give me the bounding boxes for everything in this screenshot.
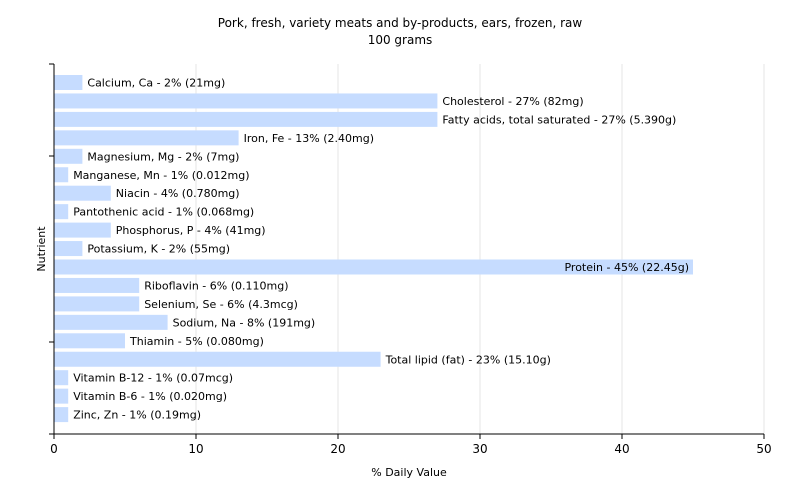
bar [54, 259, 693, 275]
y-axis-ticks [49, 63, 54, 435]
bar-label: Zinc, Zn - 1% (0.19mg) [73, 409, 201, 422]
x-tick-label: 50 [756, 442, 771, 456]
x-axis-ticks: 0 10 20 30 40 50 [50, 434, 772, 456]
bar-label: Calcium, Ca - 2% (21mg) [87, 77, 225, 90]
bar-label: Fatty acids, total saturated - 27% (5.39… [442, 113, 676, 126]
bar [54, 370, 69, 386]
bar-label: Magnesium, Mg - 2% (7mg) [87, 150, 239, 163]
bar-label: Selenium, Se - 6% (4.3mcg) [144, 298, 298, 311]
chart-subtitle: 100 grams [368, 33, 433, 47]
x-tick-label: 40 [614, 442, 629, 456]
bar-label: Pantothenic acid - 1% (0.068mg) [73, 206, 254, 219]
bar [54, 204, 69, 220]
bar-label: Sodium, Na - 8% (191mg) [173, 316, 316, 329]
bar-label: Thiamin - 5% (0.080mg) [129, 335, 264, 348]
y-axis-title: Nutrient [35, 226, 48, 272]
bar-labels: Calcium, Ca - 2% (21mg) Cholesterol - 27%… [73, 77, 689, 422]
bar [54, 148, 83, 164]
x-tick-label: 30 [472, 442, 487, 456]
bar [54, 185, 111, 201]
bar-label: Phosphorus, P - 4% (41mg) [116, 224, 266, 237]
bar [54, 407, 69, 423]
bar [54, 296, 140, 312]
bar-label: Potassium, K - 2% (55mg) [87, 243, 230, 256]
x-axis-title: % Daily Value [371, 466, 447, 479]
bar [54, 351, 381, 367]
bar-label: Vitamin B-6 - 1% (0.020mg) [73, 390, 227, 403]
bar [54, 167, 69, 183]
bar-label: Niacin - 4% (0.780mg) [116, 187, 240, 200]
bar-label: Riboflavin - 6% (0.110mg) [144, 279, 288, 292]
bar-label: Cholesterol - 27% (82mg) [442, 95, 583, 108]
x-tick-label: 20 [330, 442, 345, 456]
bar-label: Vitamin B-12 - 1% (0.07mcg) [73, 372, 233, 385]
bar [54, 388, 69, 404]
bar [54, 75, 83, 90]
bars [54, 75, 693, 423]
bar [54, 93, 438, 109]
chart-title: Pork, fresh, variety meats and by-produc… [218, 16, 583, 30]
bar-label: Manganese, Mn - 1% (0.012mg) [73, 169, 249, 182]
bar [54, 222, 111, 238]
bar [54, 333, 125, 349]
bar [54, 277, 140, 293]
x-tick-label: 10 [188, 442, 203, 456]
bar-label: Iron, Fe - 13% (2.40mg) [244, 132, 374, 145]
bar-label: Total lipid (fat) - 23% (15.10g) [385, 353, 551, 366]
bar-label: Protein - 45% (22.45g) [564, 261, 689, 274]
bar [54, 111, 438, 127]
bar [54, 130, 239, 146]
bar [54, 314, 168, 330]
x-tick-label: 0 [50, 442, 58, 456]
bar [54, 241, 83, 257]
